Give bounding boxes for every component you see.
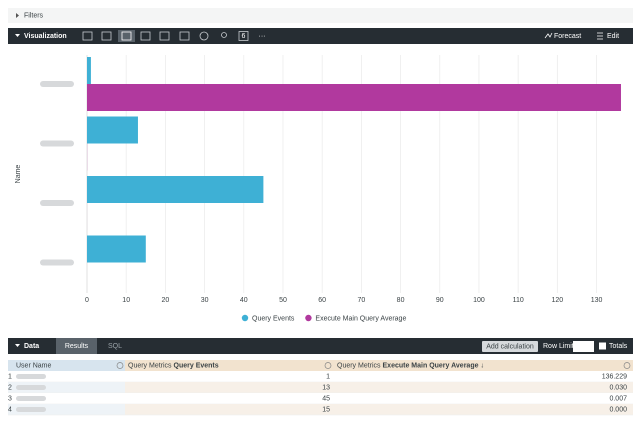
row-bg: [8, 382, 125, 393]
viz-badge[interactable]: 6: [242, 33, 246, 40]
bar: [87, 235, 146, 263]
legend-swatch: [305, 314, 312, 322]
data-bar: [8, 338, 633, 354]
x-tick-label: 110: [513, 297, 524, 304]
row-bg: [8, 371, 125, 382]
sql-tab[interactable]: SQL: [108, 343, 122, 350]
row-bg: [8, 404, 125, 415]
add-calculation-button[interactable]: [482, 341, 538, 352]
row-bg: [8, 393, 633, 404]
row-number: 2: [8, 384, 12, 391]
collapse-icon: [15, 344, 20, 347]
blurred-cell: [16, 374, 46, 379]
x-tick-label: 0: [85, 297, 89, 304]
x-tick-label: 70: [357, 297, 365, 304]
results-tab-bg[interactable]: [56, 338, 97, 354]
y-axis-label: Name: [15, 165, 22, 184]
header-cell: [125, 360, 333, 371]
bar: [87, 84, 621, 111]
legend-label: Execute Main Query Average: [315, 315, 406, 322]
sort-indicator: ↓: [480, 362, 484, 369]
x-tick-label: 10: [122, 297, 130, 304]
totals-label: Totals: [609, 343, 628, 350]
row-bg: [8, 382, 633, 393]
forecast-button[interactable]: Forecast: [554, 33, 581, 40]
table-cell: 0.030: [609, 384, 627, 391]
x-tick-label: 50: [279, 297, 287, 304]
more-icon[interactable]: ···: [259, 33, 266, 40]
legend-swatch: [241, 314, 249, 322]
results-tab[interactable]: Results: [65, 343, 89, 350]
filters-bar[interactable]: [8, 8, 633, 23]
totals-checkbox[interactable]: [599, 342, 606, 350]
blurred-cell: [16, 407, 46, 412]
bar: [87, 116, 138, 144]
edit-button[interactable]: Edit: [607, 33, 619, 40]
row-bg: [8, 371, 633, 382]
blurred-label: [40, 200, 74, 206]
column-header[interactable]: Query Metrics Execute Main Query Average…: [337, 362, 484, 369]
column-group: Query Metrics: [337, 362, 381, 369]
collapse-icon: [15, 34, 20, 37]
row-bg: [8, 404, 633, 415]
column-field: Execute Main Query Average: [383, 362, 479, 369]
table-cell: 45: [322, 395, 330, 402]
row-limit-label: Row Limit: [543, 343, 574, 350]
x-tick-label: 130: [591, 297, 603, 304]
forecast-icon: [544, 32, 553, 39]
data-label[interactable]: Data: [24, 343, 39, 350]
table-cell: 13: [322, 384, 330, 391]
x-tick-label: 80: [397, 297, 405, 304]
blurred-cell: [16, 385, 46, 390]
x-tick-label: 60: [318, 297, 326, 304]
column-group: Query Metrics: [128, 362, 172, 369]
column-header[interactable]: User Name: [16, 362, 52, 369]
x-tick-label: 90: [436, 297, 444, 304]
legend-label: Query Events: [252, 315, 295, 322]
column-settings-icons[interactable]: [116, 362, 631, 369]
header-cell: [333, 360, 633, 371]
row-number: 4: [8, 406, 12, 413]
row-limit-input[interactable]: [573, 341, 594, 352]
filters-label[interactable]: Filters: [24, 12, 44, 19]
row-number: 3: [8, 395, 12, 402]
bar: [87, 57, 91, 84]
blurred-cell: [16, 396, 46, 401]
blurred-label: [40, 81, 74, 87]
bar: [87, 176, 264, 203]
table-cell: 136.229: [602, 373, 627, 380]
row-number: 1: [8, 373, 12, 380]
edit-icon: [597, 32, 603, 40]
add-calculation-label[interactable]: Add calculation: [486, 343, 534, 350]
row-bg: [8, 393, 125, 404]
header-cell: [8, 360, 125, 371]
visualization-label[interactable]: Visualization: [24, 33, 67, 40]
expand-icon: [16, 13, 19, 18]
table-cell: 0.000: [609, 406, 627, 413]
table-cell: 1: [326, 373, 330, 380]
column-header[interactable]: Query Metrics Query Events: [128, 362, 219, 369]
table-cell: 15: [322, 406, 330, 413]
table-cell: 0.007: [609, 395, 627, 402]
blurred-label: [40, 140, 74, 147]
x-tick-label: 120: [552, 297, 564, 304]
x-tick-label: 100: [473, 297, 485, 304]
blurred-label: [40, 259, 74, 266]
x-tick-label: 20: [161, 297, 169, 304]
column-field: Query Events: [174, 362, 219, 369]
viz-type-icons[interactable]: [82, 30, 249, 42]
x-tick-label: 40: [240, 297, 248, 304]
x-tick-label: 30: [201, 297, 209, 304]
